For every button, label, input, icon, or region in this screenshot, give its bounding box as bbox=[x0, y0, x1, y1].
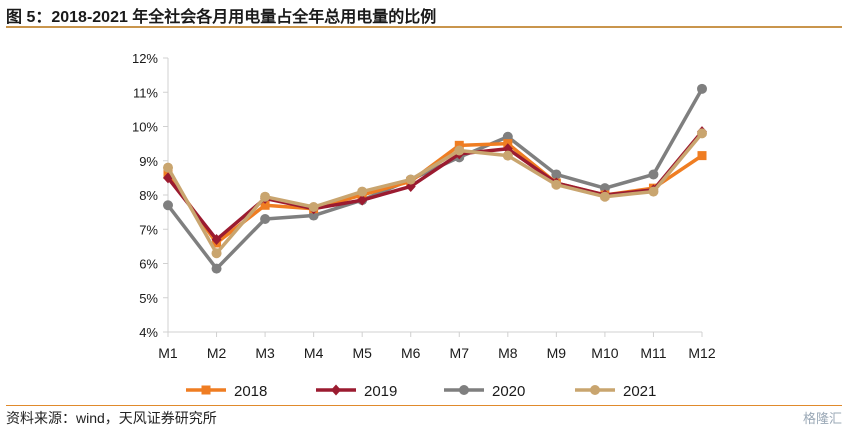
legend-item-2020: 2020 bbox=[444, 383, 525, 400]
data-point-2020 bbox=[551, 169, 562, 180]
data-point-2018 bbox=[697, 151, 707, 161]
data-point-2021 bbox=[357, 186, 368, 197]
y-tick-label: 7% bbox=[139, 222, 158, 237]
data-point-2020 bbox=[648, 169, 659, 180]
y-tick-label: 4% bbox=[139, 325, 158, 340]
y-tick-label: 9% bbox=[139, 154, 158, 169]
chart-axes: 4% 5% 6% 7% 8% 9% 10% 11% 12% M1 M2 M3 M4 M5 M6 M7 M8 M9 M… bbox=[132, 51, 716, 361]
data-point-2021 bbox=[599, 191, 610, 202]
x-tick-label: M5 bbox=[352, 345, 372, 361]
series-2020 bbox=[163, 83, 707, 274]
source-divider bbox=[6, 405, 842, 406]
y-tick-label: 12% bbox=[132, 51, 158, 66]
data-point-2021 bbox=[697, 128, 707, 139]
data-point-2020 bbox=[697, 83, 707, 94]
chart-legend: 2018 2019 2020 2021 bbox=[186, 383, 656, 400]
y-tick-label: 8% bbox=[139, 188, 158, 203]
x-tick-label: M3 bbox=[255, 345, 275, 361]
x-tick-label: M4 bbox=[304, 345, 324, 361]
data-point-2021 bbox=[551, 179, 562, 190]
legend-label: 2019 bbox=[364, 383, 397, 400]
data-point-2020 bbox=[260, 213, 271, 224]
legend-marker bbox=[201, 385, 211, 395]
data-point-2019 bbox=[211, 234, 222, 246]
y-tick-label: 11% bbox=[133, 85, 158, 100]
x-tick-label: M2 bbox=[207, 345, 227, 361]
x-tick-label: M7 bbox=[450, 345, 470, 361]
series-line-2020 bbox=[166, 87, 704, 271]
data-point-2019 bbox=[357, 194, 368, 206]
x-tick-label: M1 bbox=[158, 345, 178, 361]
y-tick-label: 10% bbox=[132, 120, 158, 135]
x-tick-label: M11 bbox=[640, 345, 666, 361]
legend-label: 2021 bbox=[623, 383, 656, 400]
x-tick-label: M8 bbox=[498, 345, 518, 361]
data-point-2021 bbox=[211, 248, 222, 259]
legend-item-2019: 2019 bbox=[316, 383, 397, 400]
figure-title: 图 5：2018-2021 年全社会各月用电量占全年总用电量的比例 bbox=[6, 9, 437, 26]
source-note: 资料来源：wind，天风证券研究所 bbox=[6, 410, 217, 426]
data-point-2021 bbox=[454, 145, 465, 156]
data-point-2021 bbox=[502, 150, 513, 161]
legend-label: 2020 bbox=[492, 383, 525, 400]
series-line-2019 bbox=[166, 130, 704, 242]
data-point-2021 bbox=[308, 201, 319, 212]
x-tick-label: M10 bbox=[591, 345, 618, 361]
line-chart: 4% 5% 6% 7% 8% 9% 10% 11% 12% M1 M2 M3 M4 M5 M6 M7 M8 M9 M… bbox=[132, 51, 716, 400]
y-tick-label: 6% bbox=[139, 257, 158, 272]
series-line-2021 bbox=[166, 132, 704, 255]
x-tick-label: M6 bbox=[401, 345, 421, 361]
title-divider bbox=[6, 26, 842, 28]
data-point-2018 bbox=[454, 140, 464, 150]
legend-marker bbox=[459, 385, 469, 395]
data-point-2021 bbox=[260, 191, 271, 202]
data-point-2020 bbox=[211, 263, 222, 274]
data-point-2021 bbox=[405, 174, 416, 185]
legend-item-2021: 2021 bbox=[575, 383, 656, 400]
y-tick-label: 5% bbox=[139, 291, 158, 306]
legend-item-2018: 2018 bbox=[186, 383, 267, 400]
x-tick-label: M9 bbox=[547, 345, 567, 361]
series-2019 bbox=[163, 126, 707, 246]
data-point-2021 bbox=[648, 186, 659, 197]
data-point-2020 bbox=[163, 200, 173, 211]
data-point-2018 bbox=[260, 200, 270, 210]
legend-marker bbox=[590, 385, 600, 395]
x-tick-label: M12 bbox=[688, 345, 715, 361]
series-layer bbox=[163, 83, 707, 274]
legend-marker bbox=[331, 384, 341, 396]
watermark-logo: 格隆汇 bbox=[802, 411, 842, 426]
series-2021 bbox=[163, 128, 707, 259]
data-point-2021 bbox=[163, 162, 173, 173]
legend-label: 2018 bbox=[234, 383, 267, 400]
